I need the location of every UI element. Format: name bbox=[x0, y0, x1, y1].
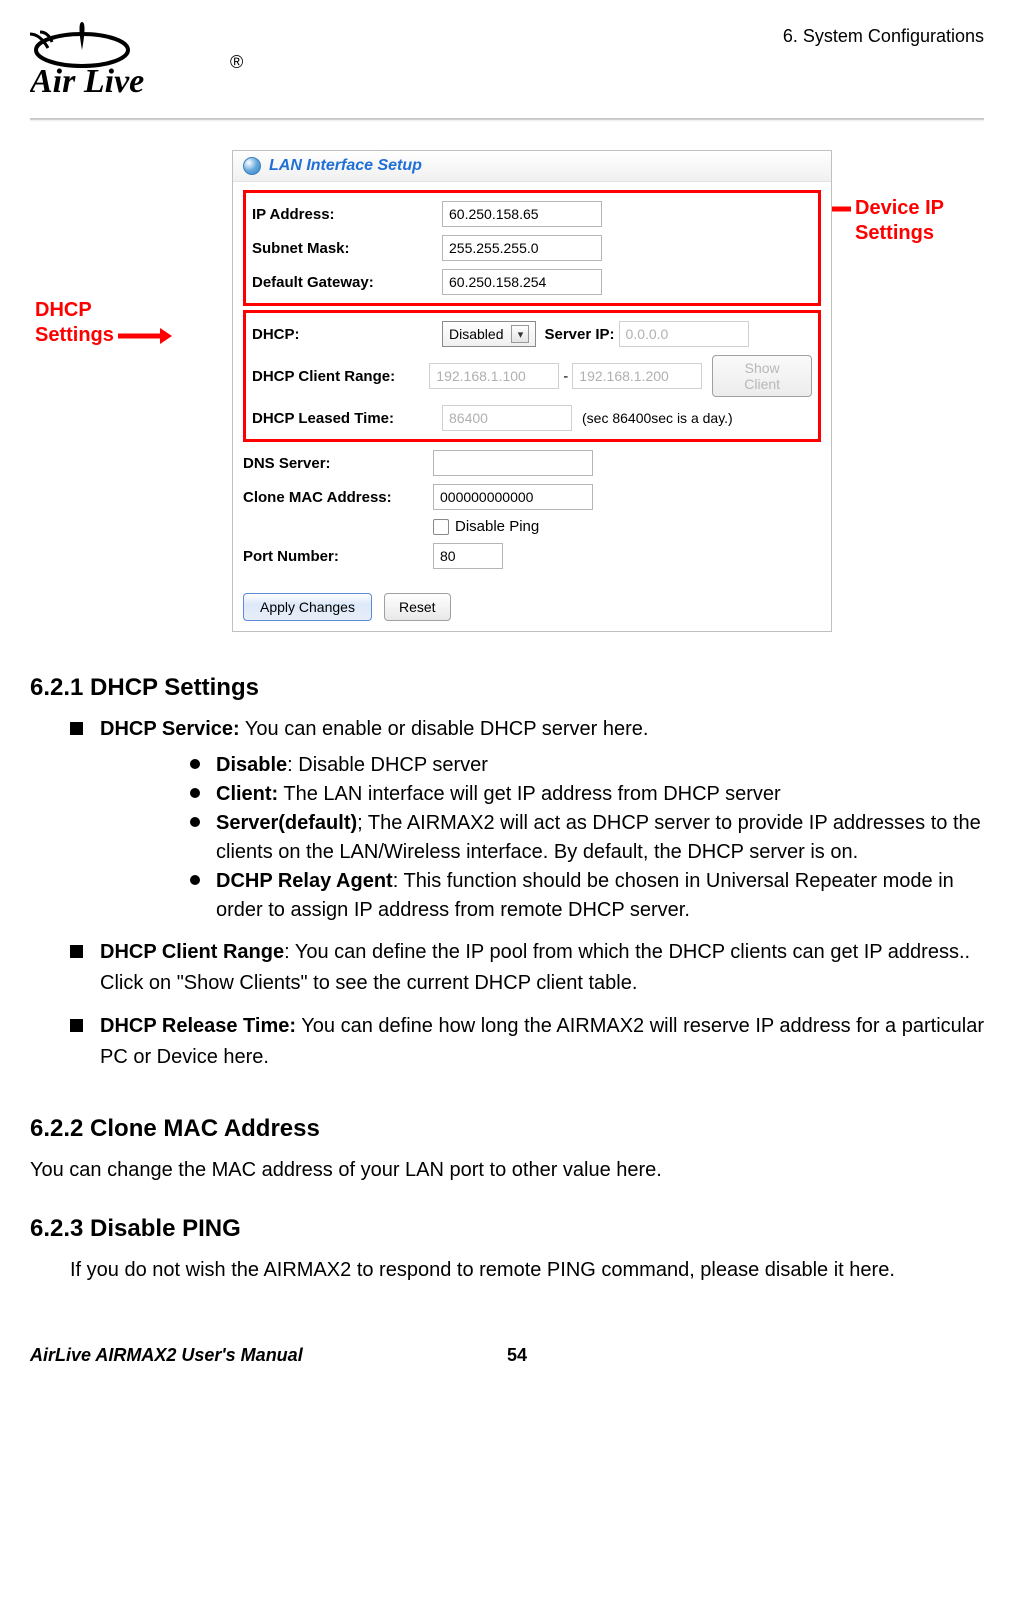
panel-title: LAN Interface Setup bbox=[269, 157, 422, 175]
port-label: Port Number: bbox=[243, 548, 433, 565]
callout-text: Device IP bbox=[855, 196, 944, 221]
list-item: Server(default); The AIRMAX2 will act as… bbox=[190, 809, 984, 867]
dhcp-range-label: DHCP Client Range: bbox=[252, 368, 429, 385]
heading-621: 6.2.1 DHCP Settings bbox=[30, 674, 984, 702]
paragraph-623: If you do not wish the AIRMAX2 to respon… bbox=[70, 1255, 984, 1285]
dhcp-label: DHCP: bbox=[252, 326, 442, 343]
arrow-right-icon bbox=[118, 326, 172, 346]
body-text: You can enable or disable DHCP server he… bbox=[240, 718, 649, 740]
clone-mac-input[interactable] bbox=[433, 484, 593, 510]
dhcp-range-sep: - bbox=[563, 368, 568, 385]
bold-text: DHCP Release Time: bbox=[100, 1015, 296, 1037]
dhcp-group: DHCP: Disabled ▾ Server IP: DHCP Client … bbox=[243, 310, 821, 442]
list-item: DHCP Client Range: You can define the IP… bbox=[70, 937, 984, 999]
svg-text:®: ® bbox=[230, 52, 243, 72]
bold-text: Client: bbox=[216, 783, 278, 805]
callout-text: Settings bbox=[855, 221, 944, 246]
list-item: Client: The LAN interface will get IP ad… bbox=[190, 780, 984, 809]
bold-text: DHCP Service: bbox=[100, 718, 240, 740]
default-gateway-input[interactable] bbox=[442, 269, 602, 295]
callout-text: DHCP bbox=[35, 298, 172, 323]
dhcp-select-value: Disabled bbox=[449, 326, 503, 342]
lan-setup-panel: LAN Interface Setup IP Address: Subnet M… bbox=[232, 150, 832, 632]
dhcp-leased-hint: (sec 86400sec is a day.) bbox=[582, 410, 733, 426]
svg-text:Air Live: Air Live bbox=[30, 63, 144, 100]
heading-623: 6.2.3 Disable PING bbox=[30, 1215, 984, 1243]
paragraph-622: You can change the MAC address of your L… bbox=[30, 1155, 984, 1185]
dhcp-leased-input[interactable] bbox=[442, 405, 572, 431]
dhcp-range-from-input[interactable] bbox=[429, 363, 559, 389]
panel-head-icon bbox=[243, 157, 261, 175]
footer-manual-title: AirLive AIRMAX2 User's Manual bbox=[30, 1345, 303, 1366]
footer-page-number: 54 bbox=[507, 1345, 527, 1366]
bold-text: DCHP Relay Agent bbox=[216, 870, 393, 892]
dhcp-select[interactable]: Disabled ▾ bbox=[442, 321, 536, 347]
list-item: DCHP Relay Agent: This function should b… bbox=[190, 867, 984, 925]
callout-text: Settings bbox=[35, 323, 114, 348]
server-ip-label: Server IP: bbox=[544, 326, 614, 343]
dhcp-range-to-input[interactable] bbox=[572, 363, 702, 389]
disable-ping-label: Disable Ping bbox=[455, 518, 539, 535]
device-ip-group: IP Address: Subnet Mask: Default Gateway… bbox=[243, 190, 821, 306]
port-input[interactable] bbox=[433, 543, 503, 569]
chapter-label: 6. System Configurations bbox=[783, 26, 984, 47]
clone-mac-label: Clone MAC Address: bbox=[243, 489, 433, 506]
chevron-down-icon: ▾ bbox=[511, 325, 529, 343]
default-gateway-label: Default Gateway: bbox=[252, 274, 442, 291]
list-item: DHCP Service: You can enable or disable … bbox=[70, 714, 984, 925]
server-ip-input[interactable] bbox=[619, 321, 749, 347]
dhcp-leased-label: DHCP Leased Time: bbox=[252, 410, 442, 427]
body-text: The LAN interface will get IP address fr… bbox=[278, 783, 780, 805]
subnet-mask-label: Subnet Mask: bbox=[252, 240, 442, 257]
subnet-mask-input[interactable] bbox=[442, 235, 602, 261]
heading-622: 6.2.2 Clone MAC Address bbox=[30, 1115, 984, 1143]
dns-label: DNS Server: bbox=[243, 455, 433, 472]
dns-input[interactable] bbox=[433, 450, 593, 476]
list-item: Disable: Disable DHCP server bbox=[190, 751, 984, 780]
bold-text: Disable bbox=[216, 754, 287, 776]
ip-address-input[interactable] bbox=[442, 201, 602, 227]
reset-button[interactable]: Reset bbox=[384, 593, 451, 621]
list-item: DHCP Release Time: You can define how lo… bbox=[70, 1011, 984, 1073]
ip-address-label: IP Address: bbox=[252, 206, 442, 223]
bold-text: DHCP Client Range bbox=[100, 941, 284, 963]
bold-text: Server(default) bbox=[216, 812, 357, 834]
apply-changes-button[interactable]: Apply Changes bbox=[243, 593, 372, 621]
brand-logo: Air Live ® bbox=[30, 20, 260, 105]
show-client-button[interactable]: Show Client bbox=[712, 355, 812, 397]
page-footer: AirLive AIRMAX2 User's Manual 54 . bbox=[30, 1345, 984, 1366]
disable-ping-checkbox[interactable] bbox=[433, 519, 449, 535]
callout-dhcp-settings: DHCP Settings bbox=[35, 298, 172, 348]
body-text: : Disable DHCP server bbox=[287, 754, 488, 776]
